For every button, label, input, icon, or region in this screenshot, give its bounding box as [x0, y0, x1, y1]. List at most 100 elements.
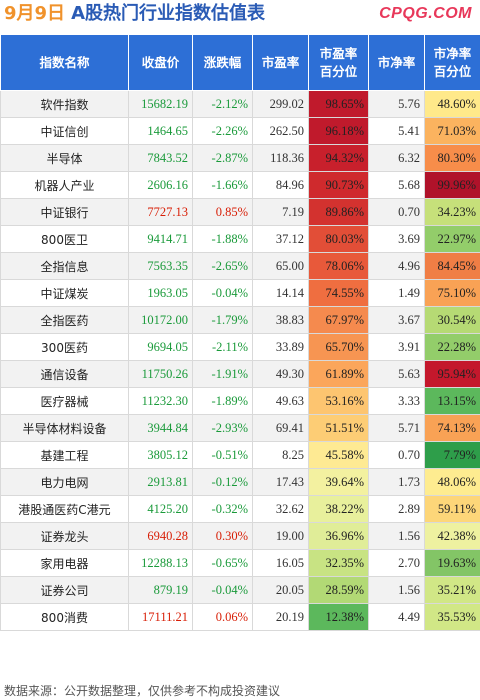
pb-percentile-cell: 30.54% — [424, 306, 480, 334]
pe-percentile-cell: 80.03% — [308, 225, 369, 253]
pb-cell: 5.68 — [368, 171, 425, 199]
pb-percentile-cell: 99.96% — [424, 171, 480, 199]
pe-cell: 19.00 — [252, 522, 309, 550]
pe-percentile-cell: 94.32% — [308, 144, 369, 172]
table-row: 机器人产业 2606.16 -1.66% 84.96 90.73% 5.68 99.96% — [0, 171, 480, 199]
pb-cell: 3.67 — [368, 306, 425, 334]
pb-percentile-cell: 42.38% — [424, 522, 480, 550]
index-name-cell: 中证银行 — [0, 198, 129, 226]
pb-cell: 6.32 — [368, 144, 425, 172]
pb-percentile-cell: 59.11% — [424, 495, 480, 523]
table-row: 中证银行 7727.13 0.85% 7.19 89.86% 0.70 34.23% — [0, 198, 480, 226]
pe-cell: 84.96 — [252, 171, 309, 199]
index-name-cell: 医疗器械 — [0, 387, 129, 415]
table-row: 电力电网 2913.81 -0.12% 17.43 39.64% 1.73 48.06% — [0, 468, 480, 496]
pe-percentile-cell: 53.16% — [308, 387, 369, 415]
index-name-cell: 软件指数 — [0, 90, 129, 118]
change-cell: 0.85% — [192, 198, 253, 226]
pe-cell: 17.43 — [252, 468, 309, 496]
close-price-cell: 11232.30 — [128, 387, 193, 415]
pb-percentile-cell: 13.15% — [424, 387, 480, 415]
close-price-cell: 1464.65 — [128, 117, 193, 145]
pb-cell: 1.49 — [368, 279, 425, 307]
index-name-cell: 800医卫 — [0, 225, 129, 253]
pb-percentile-cell: 75.10% — [424, 279, 480, 307]
pe-percentile-cell: 51.51% — [308, 414, 369, 442]
change-cell: -1.88% — [192, 225, 253, 253]
change-cell: -0.12% — [192, 468, 253, 496]
table-row: 家用电器 12288.13 -0.65% 16.05 32.35% 2.70 19.63% — [0, 549, 480, 577]
index-name-cell: 港股通医药C港元 — [0, 495, 129, 523]
change-cell: -1.66% — [192, 171, 253, 199]
pb-cell: 1.56 — [368, 522, 425, 550]
pe-percentile-cell: 61.89% — [308, 360, 369, 388]
pb-cell: 5.41 — [368, 117, 425, 145]
pb-percentile-cell: 22.28% — [424, 333, 480, 361]
close-price-cell: 10172.00 — [128, 306, 193, 334]
pe-cell: 20.19 — [252, 603, 309, 631]
pe-cell: 299.02 — [252, 90, 309, 118]
pb-cell: 3.91 — [368, 333, 425, 361]
table-row: 基建工程 3805.12 -0.51% 8.25 45.58% 0.70 7.79% — [0, 441, 480, 469]
pb-percentile-cell: 35.53% — [424, 603, 480, 631]
pe-percentile-cell: 32.35% — [308, 549, 369, 577]
pe-cell: 7.19 — [252, 198, 309, 226]
close-price-cell: 15682.19 — [128, 90, 193, 118]
column-header: 指数名称 — [0, 34, 129, 91]
pb-percentile-cell: 35.21% — [424, 576, 480, 604]
pe-cell: 14.14 — [252, 279, 309, 307]
change-cell: -0.65% — [192, 549, 253, 577]
index-name-cell: 证券龙头 — [0, 522, 129, 550]
valuation-table: 指数名称 收盘价 涨跌幅 市盈率 市盈率 百分位 市净率 市净率 百分位 软件指数 15682.1… — [0, 34, 480, 631]
pb-percentile-cell: 48.60% — [424, 90, 480, 118]
column-header: 涨跌幅 — [192, 34, 253, 91]
change-cell: -0.51% — [192, 441, 253, 469]
table-row: 中证信创 1464.65 -2.26% 262.50 96.18% 5.41 71.03% — [0, 117, 480, 145]
pb-cell: 3.69 — [368, 225, 425, 253]
pe-cell: 37.12 — [252, 225, 309, 253]
column-header: 市净率 百分位 — [424, 34, 480, 91]
pe-cell: 49.63 — [252, 387, 309, 415]
index-name-cell: 基建工程 — [0, 441, 129, 469]
index-name-cell: 300医药 — [0, 333, 129, 361]
column-header: 收盘价 — [128, 34, 193, 91]
pb-cell: 5.71 — [368, 414, 425, 442]
change-cell: -2.93% — [192, 414, 253, 442]
pe-cell: 262.50 — [252, 117, 309, 145]
pb-cell: 3.33 — [368, 387, 425, 415]
pe-percentile-cell: 96.18% — [308, 117, 369, 145]
close-price-cell: 2913.81 — [128, 468, 193, 496]
close-price-cell: 3944.84 — [128, 414, 193, 442]
close-price-cell: 879.19 — [128, 576, 193, 604]
pb-percentile-cell: 74.13% — [424, 414, 480, 442]
title-text: A股热门行业指数估值表 — [71, 3, 265, 24]
pb-percentile-cell: 71.03% — [424, 117, 480, 145]
index-name-cell: 全指医药 — [0, 306, 129, 334]
pb-cell: 5.63 — [368, 360, 425, 388]
table-row: 证券公司 879.19 -0.04% 20.05 28.59% 1.56 35.21% — [0, 576, 480, 604]
pe-percentile-cell: 74.55% — [308, 279, 369, 307]
column-header: 市盈率 — [252, 34, 309, 91]
table-header: 指数名称 收盘价 涨跌幅 市盈率 市盈率 百分位 市净率 市净率 百分位 — [0, 34, 480, 91]
table-row: 800消费 17111.21 0.06% 20.19 12.38% 4.49 35.53% — [0, 603, 480, 631]
pb-cell: 5.76 — [368, 90, 425, 118]
close-price-cell: 11750.26 — [128, 360, 193, 388]
pb-cell: 0.70 — [368, 441, 425, 469]
table-row: 300医药 9694.05 -2.11% 33.89 65.70% 3.91 22.28% — [0, 333, 480, 361]
pe-cell: 49.30 — [252, 360, 309, 388]
change-cell: -1.91% — [192, 360, 253, 388]
table-row: 港股通医药C港元 4125.20 -0.32% 32.62 38.22% 2.89 59.1… — [0, 495, 480, 523]
pb-cell: 2.70 — [368, 549, 425, 577]
index-name-cell: 半导体材料设备 — [0, 414, 129, 442]
pe-percentile-cell: 98.65% — [308, 90, 369, 118]
pe-percentile-cell: 12.38% — [308, 603, 369, 631]
change-cell: -0.04% — [192, 576, 253, 604]
pb-percentile-cell: 84.45% — [424, 252, 480, 280]
pe-percentile-cell: 28.59% — [308, 576, 369, 604]
footer-note: 数据来源：公开数据整理，仅供参考不构成投资建议 — [4, 684, 281, 698]
index-name-cell: 证券公司 — [0, 576, 129, 604]
close-price-cell: 12288.13 — [128, 549, 193, 577]
close-price-cell: 7843.52 — [128, 144, 193, 172]
close-price-cell: 7727.13 — [128, 198, 193, 226]
index-name-cell: 家用电器 — [0, 549, 129, 577]
